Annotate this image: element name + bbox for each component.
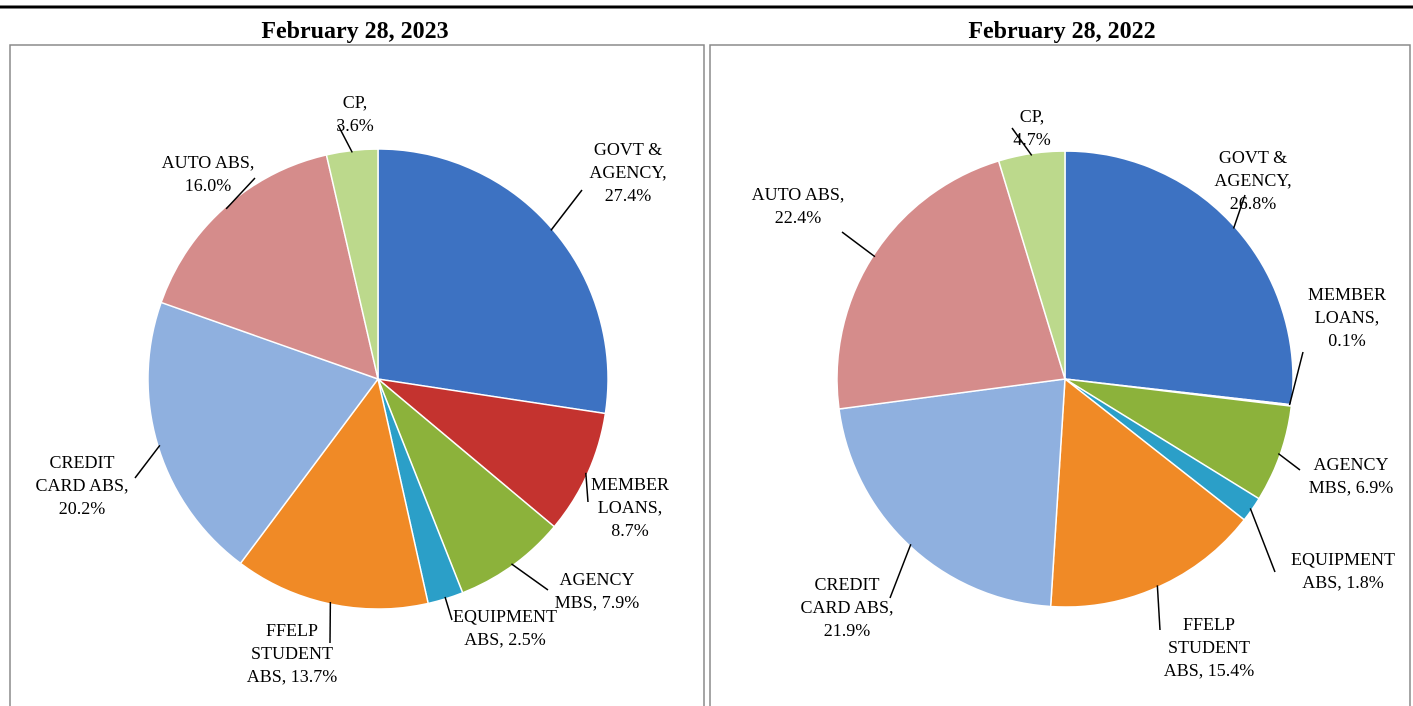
leader-line <box>550 189 583 231</box>
data-label-line: FFELP <box>1183 614 1235 634</box>
data-label-line: AUTO ABS, <box>162 152 255 172</box>
pie-slice <box>1064 150 1294 406</box>
data-label-line: CARD ABS, <box>800 597 893 617</box>
leader-line <box>444 596 453 621</box>
data-label-line: 3.6% <box>336 115 374 135</box>
data-label-line: AUTO ABS, <box>752 184 845 204</box>
data-label-line: 4.7% <box>1013 129 1051 149</box>
data-label-line: 22.4% <box>775 207 822 227</box>
data-label: CP, 3.6% <box>336 92 374 135</box>
data-label-line: AGENCY <box>560 569 635 589</box>
data-label-line: MEMBER <box>1308 284 1386 304</box>
leader-line <box>889 543 912 599</box>
data-label: EQUIPMENT ABS, 2.5% <box>453 606 557 649</box>
data-label-line: STUDENT <box>251 643 333 663</box>
data-label: MEMBER LOANS, 8.7% <box>591 474 669 540</box>
data-label-line: ABS, 13.7% <box>247 666 338 686</box>
pie-slice <box>997 150 1066 380</box>
data-label-line: GOVT & <box>1219 147 1287 167</box>
data-label-line: EQUIPMENT <box>453 606 557 626</box>
data-label-line: CP, <box>343 92 368 112</box>
chart-title: February 28, 2023 <box>261 18 448 44</box>
data-label: CREDIT CARD ABS, 21.9% <box>800 574 893 640</box>
data-label-line: LOANS, <box>1315 307 1380 327</box>
chart-title: February 28, 2022 <box>968 18 1155 44</box>
panel-left <box>9 44 705 706</box>
data-label-line: 21.9% <box>824 620 871 640</box>
data-label-line: 26.8% <box>1230 193 1277 213</box>
pie-slice <box>375 377 607 528</box>
data-label-line: MBS, 6.9% <box>1309 477 1394 497</box>
panel-right <box>709 44 1411 706</box>
data-label-line: AGENCY, <box>1214 170 1291 190</box>
data-label-line: CP, <box>1020 106 1045 126</box>
data-label-line: CREDIT <box>50 452 115 472</box>
data-label-line: 0.1% <box>1328 330 1366 350</box>
pie-slice <box>147 301 380 565</box>
data-label: CP, 4.7% <box>1013 106 1051 149</box>
leader-line <box>337 124 353 153</box>
data-label-line: GOVT & <box>594 139 662 159</box>
leader-line <box>1232 194 1246 229</box>
data-label: GOVT & AGENCY, 27.4% <box>589 139 666 205</box>
leader-line <box>1011 127 1033 156</box>
data-label-line: 20.2% <box>59 498 106 518</box>
leader-line <box>1156 585 1161 631</box>
data-label-line: STUDENT <box>1168 637 1250 657</box>
data-label-line: ABS, 2.5% <box>464 629 546 649</box>
data-label: AGENCY MBS, 6.9% <box>1309 454 1394 497</box>
data-label: MEMBER LOANS, 0.1% <box>1308 284 1386 350</box>
leader-line <box>1277 452 1301 471</box>
pie-slice <box>377 148 609 415</box>
leader-line <box>134 444 161 479</box>
data-label-line: MBS, 7.9% <box>555 592 640 612</box>
data-label: GOVT & AGENCY, 26.8% <box>1214 147 1291 213</box>
data-label-line: 16.0% <box>185 175 232 195</box>
leader-line <box>1249 508 1276 573</box>
data-label-line: AGENCY, <box>589 162 666 182</box>
leader-line <box>510 563 549 591</box>
data-label: FFELP STUDENT ABS, 15.4% <box>1164 614 1255 680</box>
data-label-line: LOANS, <box>598 497 663 517</box>
data-label: FFELP STUDENT ABS, 13.7% <box>247 620 338 686</box>
data-label-line: CREDIT <box>815 574 880 594</box>
data-label-line: 8.7% <box>611 520 649 540</box>
data-label: EQUIPMENT ABS, 1.8% <box>1291 549 1395 592</box>
data-label: AGENCY MBS, 7.9% <box>555 569 640 612</box>
data-label-line: MEMBER <box>591 474 669 494</box>
data-label-line: EQUIPMENT <box>1291 549 1395 569</box>
leader-line <box>585 472 589 503</box>
data-label-line: ABS, 1.8% <box>1302 572 1384 592</box>
data-label-line: CARD ABS, <box>35 475 128 495</box>
data-label-line: ABS, 15.4% <box>1164 660 1255 680</box>
pie-slice <box>160 153 380 381</box>
data-label-line: 27.4% <box>605 185 652 205</box>
data-label-line: FFELP <box>266 620 318 640</box>
data-label: CREDIT CARD ABS, 20.2% <box>35 452 128 518</box>
data-label-line: AGENCY <box>1314 454 1389 474</box>
pie-slice <box>838 378 1066 608</box>
leader-line <box>841 231 876 258</box>
leader-line <box>1288 351 1304 406</box>
data-label: AUTO ABS, 16.0% <box>162 152 255 195</box>
leader-line <box>225 177 256 210</box>
data-label: AUTO ABS, 22.4% <box>752 184 845 227</box>
